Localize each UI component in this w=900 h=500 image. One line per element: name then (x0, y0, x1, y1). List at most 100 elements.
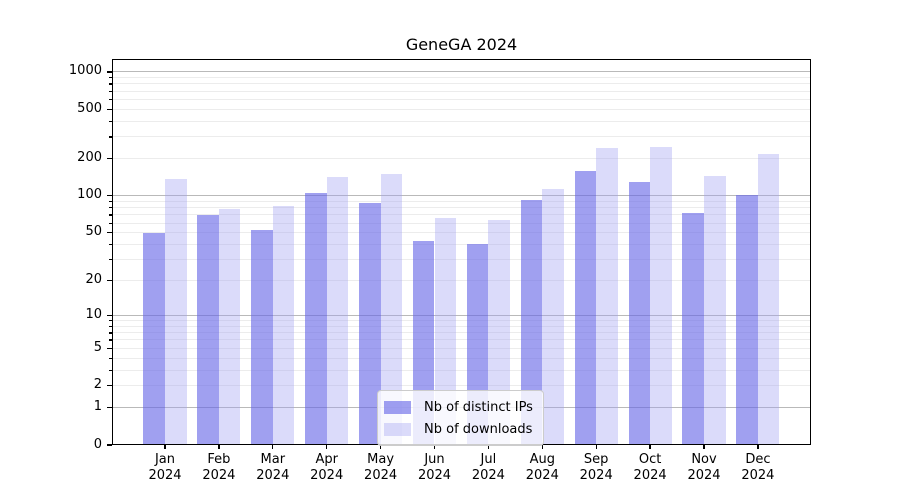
bar (682, 212, 704, 445)
y-minor-tick-mark (109, 83, 112, 85)
bar (574, 171, 597, 445)
bar (380, 174, 403, 445)
bar (650, 147, 672, 445)
gridline-minor (112, 200, 811, 202)
bar (143, 232, 165, 445)
x-tick-mark (595, 444, 597, 449)
x-axis-tick-label: Apr 2024 (310, 452, 344, 483)
y-tick-mark (107, 71, 112, 73)
y-axis-tick-label: 5 (93, 339, 102, 355)
y-minor-tick-mark (109, 136, 112, 138)
gridline-minor (112, 90, 811, 92)
bar (165, 179, 187, 445)
legend-label-downloads: Nb of downloads (424, 421, 533, 437)
gridline-minor (112, 332, 811, 334)
y-minor-tick-mark (109, 259, 112, 261)
gridline-major (112, 315, 811, 316)
x-tick-mark (703, 444, 705, 449)
gridline-major (112, 71, 811, 73)
chart-title: GeneGA 2024 (405, 35, 518, 54)
x-tick-mark (541, 444, 543, 449)
x-axis-tick-label: Jan 2024 (148, 452, 182, 483)
y-minor-tick-mark (109, 357, 112, 359)
bar (305, 192, 327, 445)
bar (326, 176, 349, 445)
gridline-minor (112, 108, 811, 110)
gridline-minor (112, 136, 811, 138)
legend-item-distinct-ips: Nb of distinct IPs (384, 396, 536, 418)
y-axis-tick-label: 20 (85, 272, 102, 288)
gridline-minor (112, 77, 811, 79)
bar (542, 189, 564, 445)
bar (197, 214, 219, 445)
gridline-minor (112, 98, 811, 100)
x-axis-tick-label: Aug 2024 (525, 452, 559, 483)
legend: Nb of distinct IPs Nb of downloads (377, 390, 544, 446)
gridline-major (112, 195, 811, 197)
gridline-minor (112, 120, 811, 122)
y-minor-tick-mark (109, 207, 112, 209)
y-tick-mark (107, 406, 112, 409)
x-tick-mark (164, 444, 166, 449)
y-minor-tick-mark (109, 120, 112, 123)
gridline-minor (112, 214, 811, 216)
y-axis-tick-label: 500 (77, 100, 102, 116)
y-minor-tick-mark (109, 369, 112, 371)
legend-label-distinct-ips: Nb of distinct IPs (424, 399, 533, 415)
legend-swatch-distinct-ips (384, 400, 411, 414)
bar (359, 202, 381, 445)
x-axis-tick-label: Mar 2024 (256, 452, 290, 483)
y-minor-tick-mark (109, 158, 112, 160)
y-axis-tick-label: 100 (77, 187, 102, 203)
bar (272, 206, 295, 445)
y-minor-tick-mark (109, 332, 112, 334)
legend-swatch-downloads (384, 422, 411, 436)
x-tick-mark (379, 444, 382, 449)
x-axis-tick-label: May 2024 (364, 452, 398, 483)
gridline-minor (112, 320, 811, 322)
x-tick-mark (272, 444, 274, 449)
gridline-minor (112, 325, 811, 327)
gridline-minor (112, 385, 811, 387)
y-minor-tick-mark (109, 77, 112, 79)
y-axis-tick-label: 1 (93, 399, 102, 415)
y-minor-tick-mark (109, 347, 112, 350)
x-tick-mark (218, 444, 220, 449)
x-axis-tick-label: Jul 2024 (471, 452, 505, 483)
x-axis-tick-label: Feb 2024 (202, 452, 236, 483)
x-axis-tick-label: Nov 2024 (687, 452, 721, 483)
gridline-minor (112, 280, 811, 282)
gridline-minor (112, 222, 811, 224)
y-minor-tick-mark (109, 320, 112, 322)
gridline-minor (112, 232, 811, 234)
y-minor-tick-mark (109, 98, 112, 101)
y-minor-tick-mark (109, 214, 112, 216)
y-axis-tick-label: 200 (77, 150, 102, 166)
y-minor-tick-mark (109, 90, 112, 92)
y-minor-tick-mark (109, 243, 112, 246)
y-minor-tick-mark (109, 222, 112, 224)
y-axis-tick-label: 0 (93, 436, 102, 452)
x-axis-tick-label: Jun 2024 (417, 452, 452, 483)
y-minor-tick-mark (109, 200, 112, 203)
gridline-minor (112, 259, 811, 261)
y-minor-tick-mark (109, 280, 112, 282)
gridline-minor (112, 83, 811, 85)
x-tick-mark (649, 444, 651, 449)
y-minor-tick-mark (109, 385, 112, 387)
legend-item-downloads: Nb of downloads (384, 418, 536, 440)
gridline-minor (112, 158, 811, 160)
gridline-minor (112, 339, 811, 341)
bar (628, 182, 651, 445)
x-axis-tick-label: Oct 2024 (633, 452, 667, 483)
y-minor-tick-mark (109, 325, 112, 328)
y-axis-tick-label: 1000 (68, 63, 102, 79)
bar (520, 199, 543, 445)
y-tick-mark (107, 444, 112, 446)
x-tick-mark (487, 444, 490, 449)
y-minor-tick-mark (109, 339, 112, 341)
bar (251, 229, 273, 445)
bar (704, 175, 726, 445)
bar (736, 194, 758, 445)
y-minor-tick-mark (109, 232, 112, 234)
